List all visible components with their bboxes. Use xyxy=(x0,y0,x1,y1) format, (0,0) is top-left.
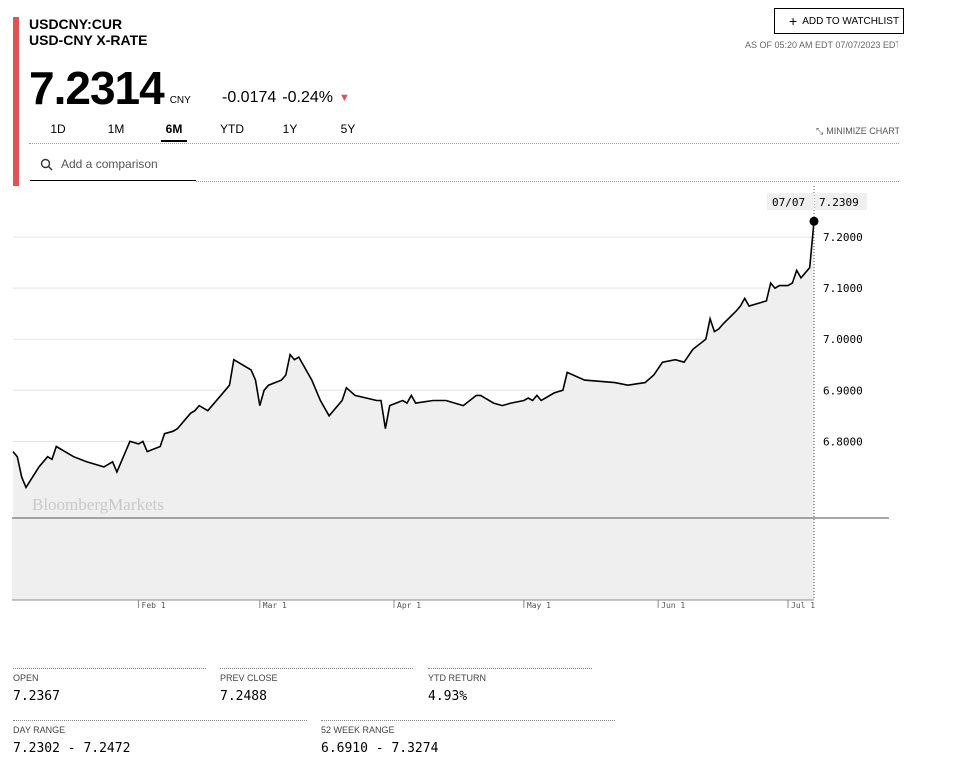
stat-day-range: DAY RANGE 7.2302 - 7.2472 xyxy=(13,720,307,756)
tabs-divider xyxy=(29,143,899,144)
y-tick-label: 7.0000 xyxy=(823,333,863,346)
stat-open: OPEN 7.2367 xyxy=(13,668,206,704)
tooltip-value: 7.2309 xyxy=(819,196,859,209)
stat-ytd-return: YTD RETURN 4.93% xyxy=(428,668,592,704)
currency-code: CNY xyxy=(169,95,191,106)
security-name: USD-CNY X-RATE xyxy=(29,32,148,48)
watermark: BloombergMarkets xyxy=(32,495,164,514)
range-tabs: 1D 1M 6M YTD 1Y 5Y xyxy=(29,122,377,142)
stat-label: 52 WEEK RANGE xyxy=(321,720,615,735)
volume-panel xyxy=(12,518,814,600)
minimize-label: MINIMIZE CHART xyxy=(826,126,899,136)
stat-prev-close: PREV CLOSE 7.2488 xyxy=(220,668,413,704)
comparison-search[interactable] xyxy=(30,148,196,181)
x-tick-label: Apr 1 xyxy=(397,601,421,610)
change-value: -0.0174 xyxy=(222,89,277,106)
range-tab-5y[interactable]: 5Y xyxy=(340,122,356,136)
stat-label: DAY RANGE xyxy=(13,720,307,735)
price-chart[interactable]: BloombergMarkets 07/07 7.2309 7.2000 7.10… xyxy=(0,186,967,616)
stat-value: 6.6910 - 7.3274 xyxy=(321,741,439,756)
stat-label: PREV CLOSE xyxy=(220,668,413,683)
tooltip-date-box xyxy=(767,193,814,210)
add-to-watchlist-button[interactable]: + ADD TO WATCHLIST xyxy=(774,8,904,34)
y-tick-label: 7.2000 xyxy=(823,231,863,244)
y-tick-label: 6.8000 xyxy=(823,435,863,448)
plus-icon: + xyxy=(789,13,798,29)
x-tick-label: Feb 1 xyxy=(142,601,166,610)
change-percent: -0.24% xyxy=(282,89,333,106)
comparison-input[interactable] xyxy=(61,157,191,171)
tooltip-value-box xyxy=(815,193,867,210)
stat-value: 7.2302 - 7.2472 xyxy=(13,741,131,756)
down-arrow-icon: ▼ xyxy=(338,92,350,104)
range-tab-1y[interactable]: 1Y xyxy=(282,122,298,136)
stat-value: 4.93% xyxy=(428,689,468,704)
stat-label: OPEN xyxy=(13,668,206,683)
x-tick-label: Jun 1 xyxy=(661,601,685,610)
y-tick-label: 6.9000 xyxy=(823,384,863,397)
stat-value: 7.2488 xyxy=(220,689,267,704)
watchlist-label: ADD TO WATCHLIST xyxy=(802,15,900,27)
range-tab-6m[interactable]: 6M xyxy=(145,122,203,142)
y-axis: 7.2000 7.1000 7.0000 6.9000 6.8000 xyxy=(823,231,863,448)
minimize-chart-button[interactable]: ⤡ MINIMIZE CHART xyxy=(816,126,899,137)
ticker-symbol: USDCNY:CUR xyxy=(29,16,123,32)
price-area xyxy=(13,221,814,519)
range-tab-1m[interactable]: 1M xyxy=(107,122,125,136)
minimize-icon: ⤡ xyxy=(816,126,824,136)
stat-52-week-range: 52 WEEK RANGE 6.6910 - 7.3274 xyxy=(321,720,615,756)
price-change: -0.0174 -0.24% ▼ xyxy=(222,89,350,107)
search-icon xyxy=(40,158,53,170)
range-tab-ytd[interactable]: YTD xyxy=(220,122,244,136)
x-tick-label: May 1 xyxy=(527,601,551,610)
x-tick-label: Jul 1 xyxy=(791,601,815,610)
x-axis: Feb 1 Mar 1 Apr 1 May 1 Jun 1 Jul 1 xyxy=(138,600,815,610)
comparison-divider xyxy=(196,181,899,182)
price-line xyxy=(12,221,815,490)
stat-label: YTD RETURN xyxy=(428,668,592,683)
as-of-timestamp: AS OF 05:20 AM EDT 07/07/2023 EDT xyxy=(745,40,898,50)
last-price: 7.2314 xyxy=(29,62,165,114)
stat-value: 7.2367 xyxy=(13,689,60,704)
range-tab-1d[interactable]: 1D xyxy=(50,122,66,136)
y-tick-label: 7.1000 xyxy=(823,282,863,295)
x-tick-label: Mar 1 xyxy=(263,601,287,610)
last-price-point xyxy=(809,216,819,226)
quote-header: USDCNY:CUR USD-CNY X-RATE xyxy=(29,16,148,48)
tooltip-date: 07/07 xyxy=(772,196,805,209)
price-row: 7.2314 CNY xyxy=(29,64,191,112)
